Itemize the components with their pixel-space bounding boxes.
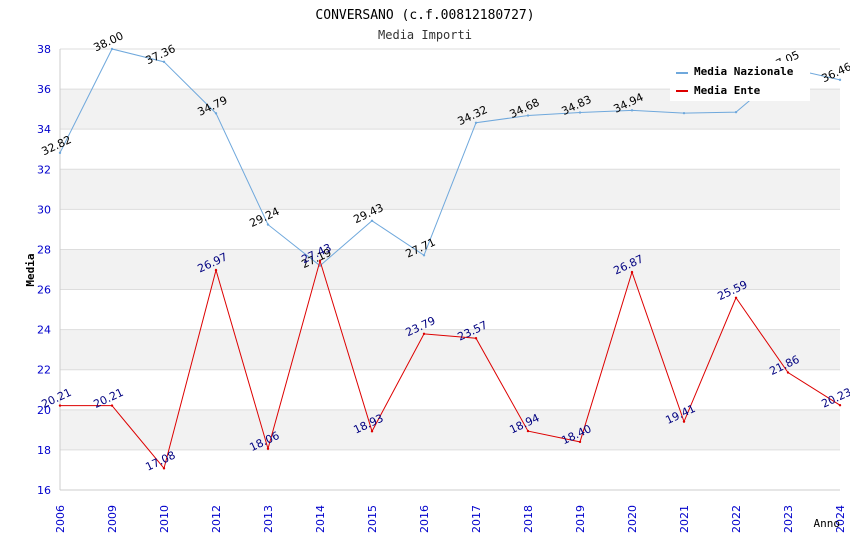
y-tick-label: 34	[37, 123, 51, 136]
legend: Media Nazionale Media Ente	[670, 61, 810, 101]
grid-band	[60, 409, 840, 450]
series-lines	[58, 47, 842, 470]
y-tick-label: 18	[37, 444, 51, 457]
data-point	[526, 429, 530, 433]
data-label: 36.46	[819, 60, 850, 85]
data-point	[786, 371, 790, 374]
data-point	[474, 121, 478, 124]
x-tick-label: 2015	[366, 505, 379, 533]
y-tick-label: 20	[37, 404, 51, 417]
data-point	[266, 447, 270, 450]
data-point	[630, 109, 634, 112]
data-label: 17.08	[143, 449, 177, 474]
grid-band	[60, 249, 840, 290]
data-point	[58, 151, 62, 155]
x-tick-label: 2022	[730, 505, 743, 533]
x-tick-label: 2020	[626, 505, 639, 533]
x-tick-label: 2013	[262, 505, 275, 533]
y-tick-label: 16	[37, 484, 51, 497]
data-point	[110, 47, 114, 51]
y-tick-label: 38	[37, 43, 51, 56]
y-tick-label: 24	[37, 324, 51, 337]
y-tick-label: 30	[37, 203, 51, 216]
x-tick-label: 2016	[418, 505, 431, 533]
x-tick-label: 2023	[782, 505, 795, 533]
x-tick-label: 2006	[54, 505, 67, 533]
data-point	[682, 111, 686, 115]
data-point	[578, 111, 582, 114]
plot-background-bands	[60, 89, 840, 450]
data-point	[838, 404, 842, 407]
data-point	[162, 60, 166, 64]
y-tick-label: 32	[37, 163, 51, 176]
y-tick-label: 36	[37, 83, 51, 96]
x-tick-label: 2010	[158, 505, 171, 533]
data-point	[370, 430, 374, 433]
y-tick-label: 22	[37, 364, 51, 377]
data-point	[682, 420, 686, 423]
chart-title: CONVERSANO (c.f.00812180727)	[315, 8, 534, 23]
data-point	[266, 223, 270, 226]
data-point	[474, 337, 478, 340]
data-point	[318, 259, 322, 263]
y-tick-labels: 16 18 20 22 24 26 28 30 32 34 36 38	[37, 43, 51, 497]
x-tick-label: 2017	[470, 505, 483, 533]
data-point	[526, 114, 530, 117]
data-point	[630, 270, 634, 274]
data-label: 32.82	[39, 133, 73, 158]
x-tick-label: 2009	[106, 505, 119, 533]
data-point	[422, 332, 426, 336]
x-tick-label: 2021	[678, 505, 691, 533]
data-label: 20.21	[91, 386, 125, 411]
x-tick-labels: 2006 2009 2010 2012 2013 2014 2015 2016 2017 2018…	[54, 505, 847, 533]
legend-box	[670, 61, 810, 101]
data-point	[422, 254, 426, 257]
legend-label-media-nazionale: Media Nazionale	[694, 65, 794, 78]
chart-subtitle: Media Importi	[378, 28, 472, 42]
series-line-media-ente	[60, 259, 841, 470]
x-tick-label: 2018	[522, 505, 535, 533]
data-label: 20.23	[819, 385, 850, 410]
data-point	[318, 264, 322, 267]
data-point	[214, 268, 218, 272]
data-point	[734, 296, 738, 299]
data-point	[110, 404, 114, 407]
data-point	[370, 219, 374, 222]
data-point	[58, 404, 62, 407]
data-label: 37.36	[143, 42, 177, 67]
data-point	[838, 78, 842, 82]
grid-lines	[60, 48, 840, 491]
x-tick-label: 2024	[834, 505, 847, 533]
x-tick-label: 2014	[314, 505, 327, 533]
data-point	[734, 110, 738, 114]
x-tick-label: 2019	[574, 505, 587, 533]
series-line-media-nazionale	[59, 48, 841, 267]
legend-label-media-ente: Media Ente	[694, 84, 761, 97]
data-point	[214, 112, 218, 115]
y-tick-label: 28	[37, 243, 51, 256]
x-axis-label: Anno	[814, 517, 841, 530]
data-point	[578, 440, 582, 444]
y-axis-label: Media	[24, 253, 37, 286]
x-tick-label: 2012	[210, 505, 223, 533]
axes	[59, 49, 840, 491]
y-tick-label: 26	[37, 284, 51, 297]
data-label: 20.21	[39, 386, 73, 411]
data-point	[162, 467, 166, 470]
